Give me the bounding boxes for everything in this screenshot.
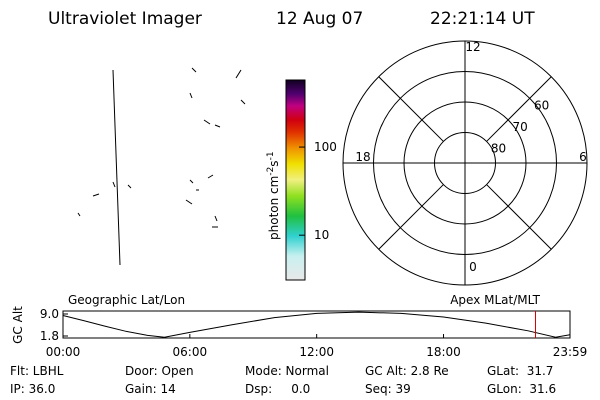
x-tick-label: 00:00: [46, 345, 81, 359]
mlt-label: 18: [355, 150, 370, 164]
panel-label: Geographic Lat/Lon: [68, 293, 185, 307]
x-tick-label: 18:00: [426, 345, 461, 359]
time: 22:21:14 UT: [430, 9, 535, 29]
lat-label: 60: [534, 98, 549, 112]
colorbar-tick-label: 100: [314, 140, 337, 154]
status-field: GLat: 31.7: [487, 364, 553, 378]
colorbar-label: photon cm-2s-1: [266, 151, 281, 240]
x-tick-label: 12:00: [299, 345, 334, 359]
meridian: [486, 76, 552, 142]
status-field: Gain: 14: [125, 382, 176, 396]
mlt-label: 6: [579, 150, 587, 164]
status-field: GLon: 31.6: [487, 382, 556, 396]
unit-exp: -2: [266, 167, 276, 176]
status-field: IP: 36.0: [10, 382, 55, 396]
date: 12 Aug 07: [276, 9, 363, 29]
meridian: [486, 184, 552, 250]
lat-label: 70: [512, 120, 527, 134]
status-field: Dsp: 0.0: [245, 382, 310, 396]
lat-label: 80: [491, 141, 506, 155]
mlt-label: 0: [469, 260, 477, 274]
title: Ultraviolet Imager: [48, 9, 202, 29]
y-tick-label: 9.0: [40, 307, 59, 321]
x-tick-label: 23:59: [553, 345, 588, 359]
colorbar-frame: [285, 79, 306, 281]
unit: photon cm: [267, 176, 281, 240]
status-field: Seq: 39: [365, 382, 411, 396]
altitude-line: [62, 311, 571, 338]
y-tick-label: 1.8: [40, 329, 59, 343]
status-field: Mode: Normal: [245, 364, 329, 378]
image-noise: [77, 67, 246, 266]
mlt-label: 12: [465, 40, 480, 54]
meridian: [378, 184, 444, 250]
panel-label: Apex MLat/MLT: [450, 293, 540, 307]
colorbar: [286, 80, 305, 280]
colorbar-tick-label: 10: [314, 228, 329, 242]
y-axis-label: GC Alt: [11, 306, 25, 344]
x-tick-label: 06:00: [173, 345, 208, 359]
status-field: Flt: LBHL: [10, 364, 64, 378]
status-field: Door: Open: [125, 364, 194, 378]
unit: s: [267, 160, 281, 166]
meridian: [378, 76, 444, 142]
unit-exp: -1: [266, 151, 276, 160]
status-field: GC Alt: 2.8 Re: [365, 364, 449, 378]
